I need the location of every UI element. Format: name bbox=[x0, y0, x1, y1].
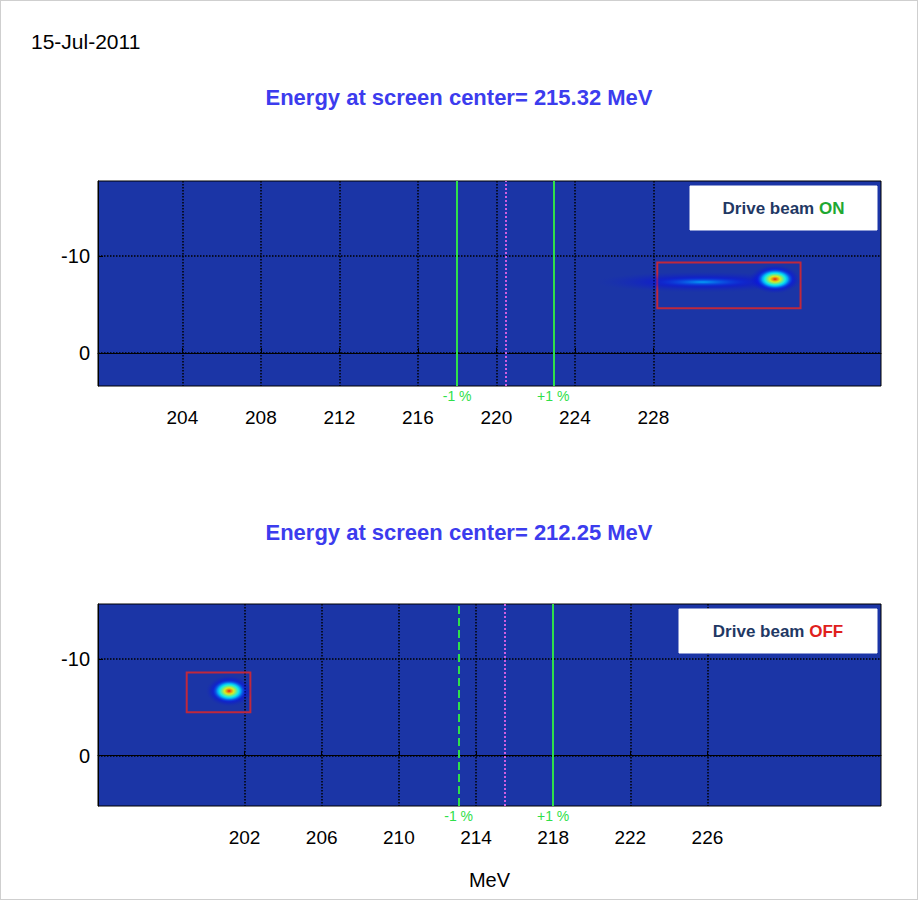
svg-text:-1 %: -1 % bbox=[443, 388, 472, 404]
svg-text:224: 224 bbox=[559, 407, 591, 428]
svg-text:0: 0 bbox=[79, 342, 90, 364]
svg-text:228: 228 bbox=[638, 407, 670, 428]
svg-text:OFF: OFF bbox=[809, 622, 843, 641]
svg-text:0: 0 bbox=[79, 745, 90, 767]
svg-text:214: 214 bbox=[460, 827, 492, 848]
svg-text:MeV: MeV bbox=[469, 869, 511, 891]
svg-text:222: 222 bbox=[614, 827, 646, 848]
svg-text:204: 204 bbox=[167, 407, 199, 428]
svg-text:226: 226 bbox=[692, 827, 724, 848]
svg-text:Energy at screen center= 215.3: Energy at screen center= 215.32 MeV bbox=[265, 85, 652, 110]
svg-text:210: 210 bbox=[383, 827, 415, 848]
svg-text:15-Jul-2011: 15-Jul-2011 bbox=[31, 30, 140, 53]
svg-text:Drive beam: Drive beam bbox=[723, 199, 819, 218]
svg-text:216: 216 bbox=[402, 407, 434, 428]
svg-text:218: 218 bbox=[537, 827, 569, 848]
svg-text:212: 212 bbox=[324, 407, 356, 428]
svg-text:-10: -10 bbox=[61, 245, 90, 267]
svg-text:Drive beam: Drive beam bbox=[713, 622, 809, 641]
svg-text:206: 206 bbox=[306, 827, 338, 848]
svg-text:-1 %: -1 % bbox=[444, 808, 473, 824]
svg-text:ON: ON bbox=[819, 199, 845, 218]
svg-text:Energy at screen center= 212.2: Energy at screen center= 212.25 MeV bbox=[265, 520, 652, 545]
svg-text:+1 %: +1 % bbox=[537, 388, 569, 404]
svg-text:+1 %: +1 % bbox=[537, 808, 569, 824]
svg-text:-10: -10 bbox=[61, 648, 90, 670]
svg-text:202: 202 bbox=[229, 827, 261, 848]
svg-text:220: 220 bbox=[481, 407, 513, 428]
svg-text:208: 208 bbox=[245, 407, 277, 428]
